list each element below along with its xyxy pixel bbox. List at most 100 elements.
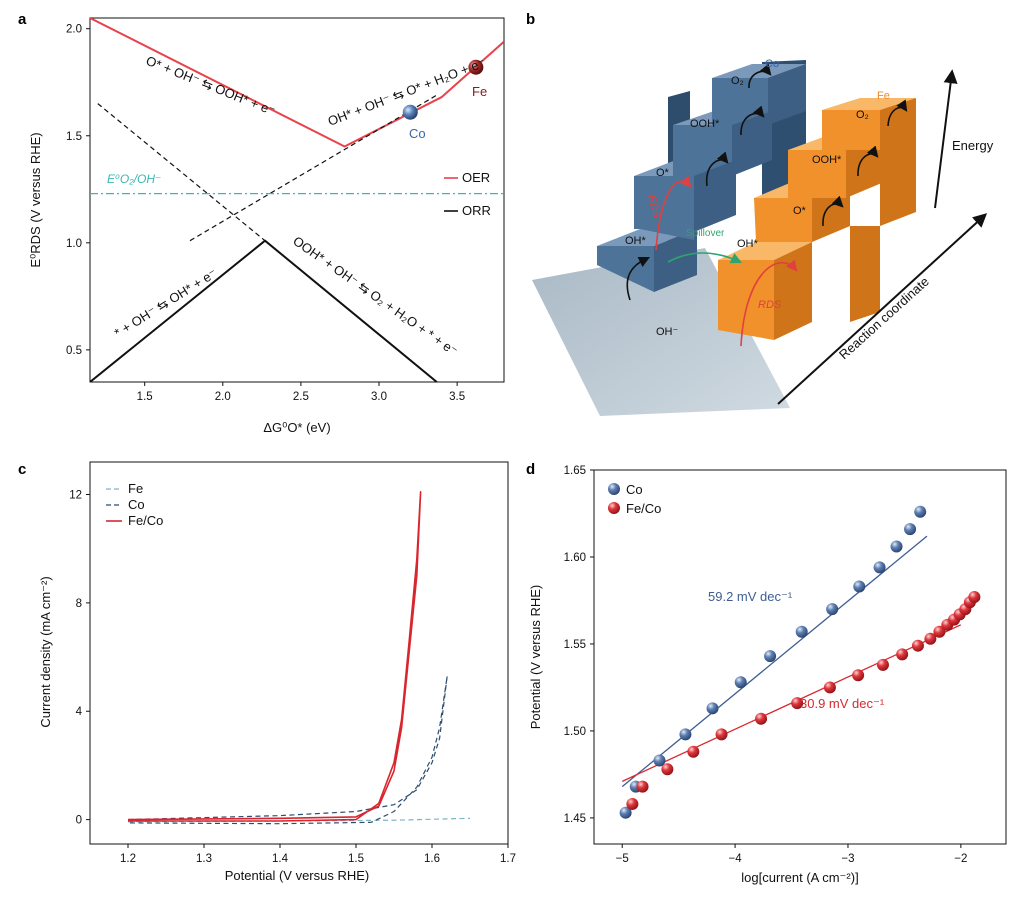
- co-rds-arrow: [655, 175, 692, 251]
- panel-a-ytick-label: 0.5: [66, 345, 82, 357]
- point-co: [706, 702, 719, 715]
- point-fe-co: [661, 763, 674, 776]
- co-step-o: O*: [656, 167, 670, 179]
- panel-c-xtick-label: 1.5: [348, 853, 364, 865]
- point-co: [873, 561, 886, 574]
- panel-a-xtick-label: 2.5: [293, 391, 309, 403]
- legend-feco-label: Fe/Co: [128, 513, 163, 528]
- point-fe-co: [852, 669, 865, 682]
- panel-d-xtick-label: −3: [841, 853, 854, 865]
- point-fe-co: [755, 712, 768, 725]
- fe-step-oh: OH*: [737, 238, 759, 250]
- legend-d-co-label: Co: [626, 482, 643, 497]
- panel-d-ylabel: Potential (V versus RHE): [528, 585, 543, 730]
- legend-feco-marker: [608, 502, 620, 514]
- panel-c-ticks: 1.2 1.3 1.4 1.5 1.6 1.7 0 4 8 12: [69, 490, 516, 865]
- point-co: [734, 676, 747, 689]
- panel-a-frame: [89, 17, 505, 383]
- fe-arrow-5: [887, 99, 908, 127]
- panel-a-series-oer-branch-2-extrapolated-: [189, 94, 438, 242]
- spillover-arrow: [667, 252, 743, 264]
- energy-label: Energy: [952, 138, 994, 153]
- panel-d-ytick-label: 1.65: [564, 465, 586, 477]
- point-fe-co: [876, 658, 889, 671]
- co-arrow-3: [705, 151, 729, 187]
- panel-d-ytick-label: 1.55: [564, 639, 586, 651]
- co-step-o2: O₂: [731, 75, 744, 87]
- point-fe-co: [924, 632, 937, 645]
- point-fe-co: [823, 681, 836, 694]
- fe-step2-front: [754, 198, 812, 242]
- point-fe-co: [791, 697, 804, 710]
- legend-oer-label: OER: [462, 170, 490, 185]
- panel-c-ytick-label: 0: [76, 815, 82, 827]
- panel-a-xlabel: ΔG⁰O* (eV): [263, 420, 330, 435]
- energy-axis: [934, 69, 958, 209]
- panel-c-ytick-label: 4: [76, 706, 83, 718]
- panel-d-xlabel: log[current (A cm⁻²)]: [741, 870, 858, 885]
- panel-a-xtick-label: 3.0: [371, 391, 387, 403]
- fe-step4-side: [880, 98, 916, 226]
- panel-a: a 1.5 2.0 2.5 3.0 3.5 0.5 1.0 1.5 2.0 ΔG⁰O* (eV)…: [18, 11, 505, 435]
- panel-c-xtick-label: 1.4: [272, 853, 289, 865]
- panel-d-frame: [593, 469, 1007, 845]
- fe-step4-top: [822, 98, 916, 110]
- fe-step1-front: [718, 260, 774, 340]
- co-arrows: [626, 63, 772, 301]
- co-rds-label: RDS: [645, 194, 663, 220]
- panel-c-lines: [127, 490, 471, 825]
- panel-d-ytick-label: 1.45: [564, 813, 586, 825]
- point-co: [679, 728, 692, 741]
- fe-arrows: [822, 99, 908, 227]
- panel-a-xtick-label: 3.5: [449, 391, 465, 403]
- co-step-oh: OH*: [625, 235, 647, 247]
- point-fe-co: [896, 648, 909, 661]
- panel-c-xtick-label: 1.3: [196, 853, 212, 865]
- marker-co: [402, 104, 418, 120]
- point-co: [914, 505, 927, 518]
- panel-c-series-co: [127, 675, 448, 825]
- panel-a-letter: a: [18, 11, 27, 28]
- legend-co-label: Co: [128, 497, 145, 512]
- panel-a-eq-label: E⁰O₂/OH⁻: [107, 172, 161, 186]
- legend-d-feco-label: Fe/Co: [626, 501, 661, 516]
- co-slope-label: 59.2 mV dec⁻¹: [708, 589, 793, 604]
- panel-d-letter: d: [526, 461, 535, 478]
- point-fe-co: [933, 625, 946, 638]
- panel-b: b: [526, 11, 994, 416]
- panel-c-series-fe-co: [127, 490, 422, 822]
- panel-a-series-oer-branch-1-extrapolated-: [97, 103, 266, 242]
- point-co: [904, 523, 917, 536]
- panel-c-letter: c: [18, 461, 26, 478]
- point-co: [826, 603, 839, 616]
- panel-a-legend: OER ORR: [444, 170, 491, 218]
- co-step1-side: [654, 229, 697, 292]
- panel-d-points: [619, 505, 981, 819]
- point-fe-co: [687, 745, 700, 758]
- fe-step-o: O*: [793, 205, 807, 217]
- point-co: [795, 625, 808, 638]
- panel-d-lines: [621, 535, 962, 788]
- reaction-4: OOH* + OH⁻ ⇆ O₂ + H₂O + * + e⁻: [290, 233, 460, 358]
- panel-a-xtick-label: 2.0: [215, 391, 231, 403]
- panel-a-co-label: Co: [409, 126, 426, 141]
- point-co: [890, 540, 903, 553]
- co-arrow-1: [626, 256, 651, 301]
- reaction-coordinate-axis: [777, 213, 988, 405]
- panel-c-legend: Fe Co Fe/Co: [106, 481, 163, 528]
- fe-step-ooh: OOH*: [812, 154, 842, 166]
- panel-a-ylabel: E⁰RDS (V versus RHE): [28, 132, 43, 267]
- panel-c-xlabel: Potential (V versus RHE): [225, 868, 370, 883]
- fit-line-co: [621, 535, 928, 788]
- co-step4-top: [712, 64, 806, 78]
- panel-b-letter: b: [526, 11, 535, 28]
- panel-d-xtick-label: −4: [729, 853, 743, 865]
- panel-a-ytick-label: 1.0: [66, 238, 82, 250]
- fe-arrow-4: [857, 145, 879, 177]
- panel-d-ytick-label: 1.60: [564, 552, 586, 564]
- panel-d-ticks: −5 −4 −3 −2 1.45 1.50 1.55 1.60 1.65: [564, 465, 968, 865]
- legend-fe-label: Fe: [128, 481, 143, 496]
- co-arrow-4: [740, 105, 765, 136]
- point-fe-co: [911, 639, 924, 652]
